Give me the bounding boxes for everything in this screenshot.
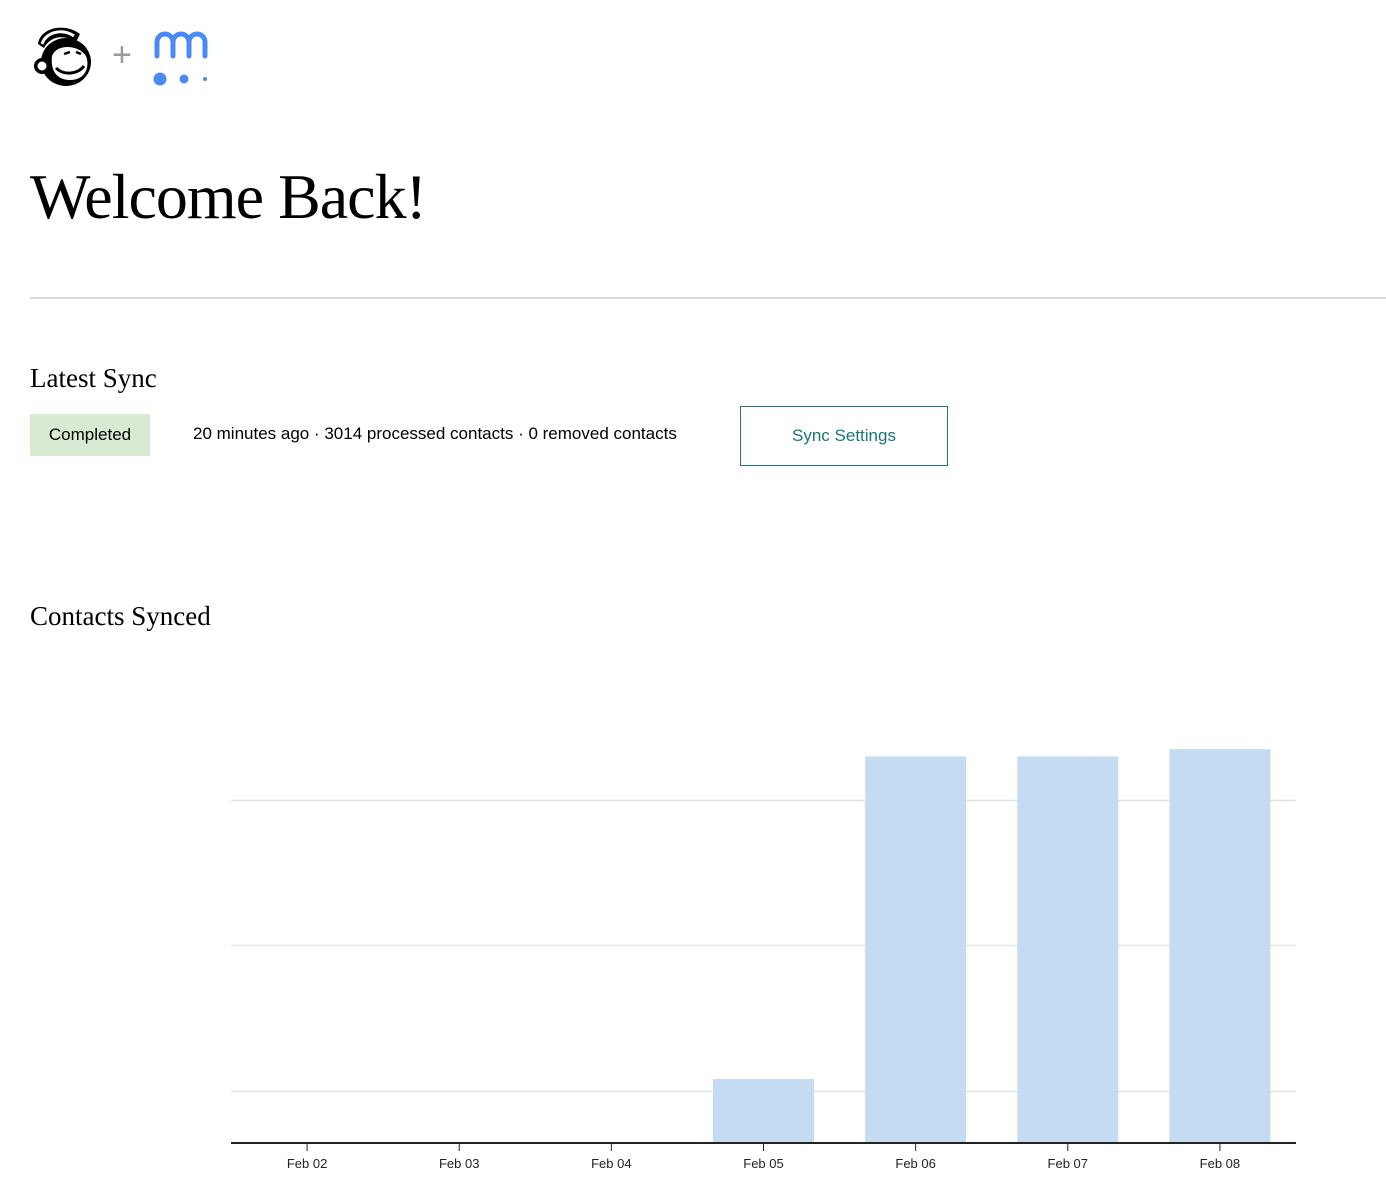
sync-summary: 20 minutes ago · 3014 processed contacts… [193,424,677,443]
bar [713,1079,814,1143]
bar [1017,756,1119,1143]
page-title: Welcome Back! [30,161,427,232]
x-tick-label: Feb 06 [895,1156,935,1171]
plus-sign: + [112,36,132,74]
x-tick-label: Feb 07 [1048,1156,1088,1171]
x-tick-label: Feb 02 [287,1156,327,1171]
x-tick-label: Feb 03 [439,1156,479,1171]
status-badge: Completed [30,414,150,456]
sync-settings-button[interactable]: Sync Settings [740,406,948,466]
divider [30,297,1386,299]
bar [1169,749,1271,1143]
header-logos: + [30,22,212,88]
contacts-synced-heading: Contacts Synced [30,601,211,631]
x-tick-label: Feb 05 [743,1156,783,1171]
mailchimp-logo-icon [34,27,91,86]
x-tick-label: Feb 08 [1200,1156,1240,1171]
x-tick-label: Feb 04 [591,1156,631,1171]
bar [865,756,967,1143]
latest-sync-heading: Latest Sync [30,363,157,393]
meetup-logo-icon [153,31,208,86]
